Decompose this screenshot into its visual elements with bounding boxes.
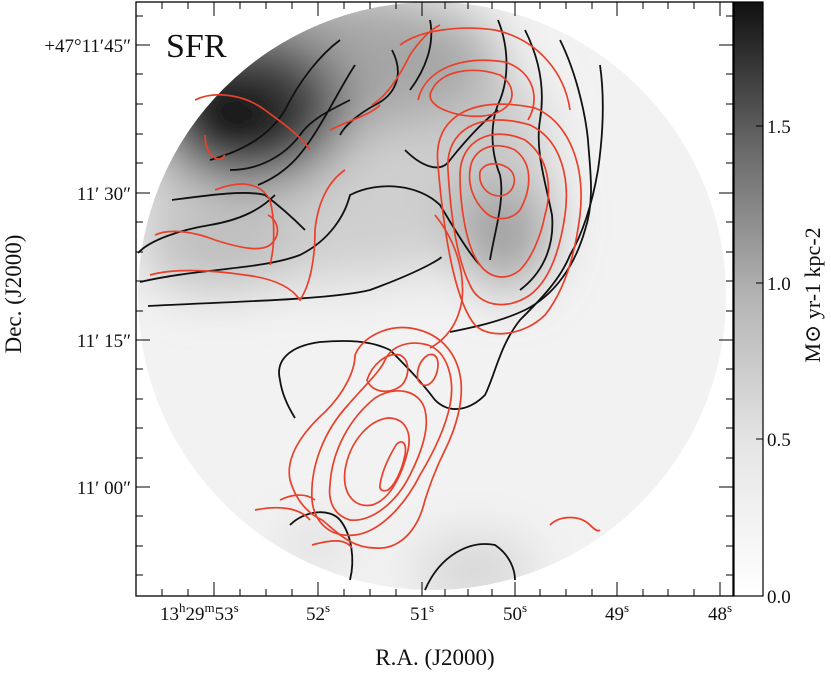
plot-frame bbox=[135, 1, 734, 597]
colorbar-tick-label: 0.0 bbox=[767, 587, 791, 608]
y-tick-label: 11′ 30″ bbox=[77, 184, 131, 205]
colorbar-tick-label: 1.5 bbox=[767, 117, 791, 138]
colorbar-label: M⊙ yr-1 kpc-2 bbox=[800, 227, 825, 362]
y-axis-label: Dec. (J2000) bbox=[1, 235, 26, 354]
y-tick-labels: +47°11′45″ 11′ 30″ 11′ 15″ 11′ 00″ bbox=[44, 36, 131, 499]
x-tick-label: 52s bbox=[306, 600, 330, 625]
colorbar-tick-label: 0.5 bbox=[767, 430, 791, 451]
y-tick-label: +47°11′45″ bbox=[44, 36, 131, 57]
red-contours bbox=[149, 24, 601, 549]
y-tick-label: 11′ 15″ bbox=[77, 331, 131, 352]
x-axis-label: R.A. (J2000) bbox=[375, 645, 494, 670]
x-tick-labels: 13h29m53s 52s 51s 50s 49s 48s bbox=[160, 600, 732, 625]
colorbar-gradient bbox=[733, 1, 764, 597]
x-tick-label: 50s bbox=[503, 600, 527, 625]
y-tick-label: 11′ 00″ bbox=[77, 478, 131, 499]
x-tick-label: 13h29m53s bbox=[160, 600, 239, 625]
colorbar: 0.0 0.5 1.0 1.5 M⊙ yr-1 kpc-2 bbox=[733, 1, 825, 608]
colorbar-tick-label: 1.0 bbox=[767, 274, 791, 295]
sfr-intensity-map bbox=[138, 2, 726, 590]
x-tick-label: 49s bbox=[605, 600, 629, 625]
axis-ticks bbox=[136, 2, 733, 596]
panel-label: SFR bbox=[166, 28, 227, 65]
x-tick-label: 48s bbox=[708, 600, 732, 625]
x-tick-label: 51s bbox=[410, 600, 434, 625]
